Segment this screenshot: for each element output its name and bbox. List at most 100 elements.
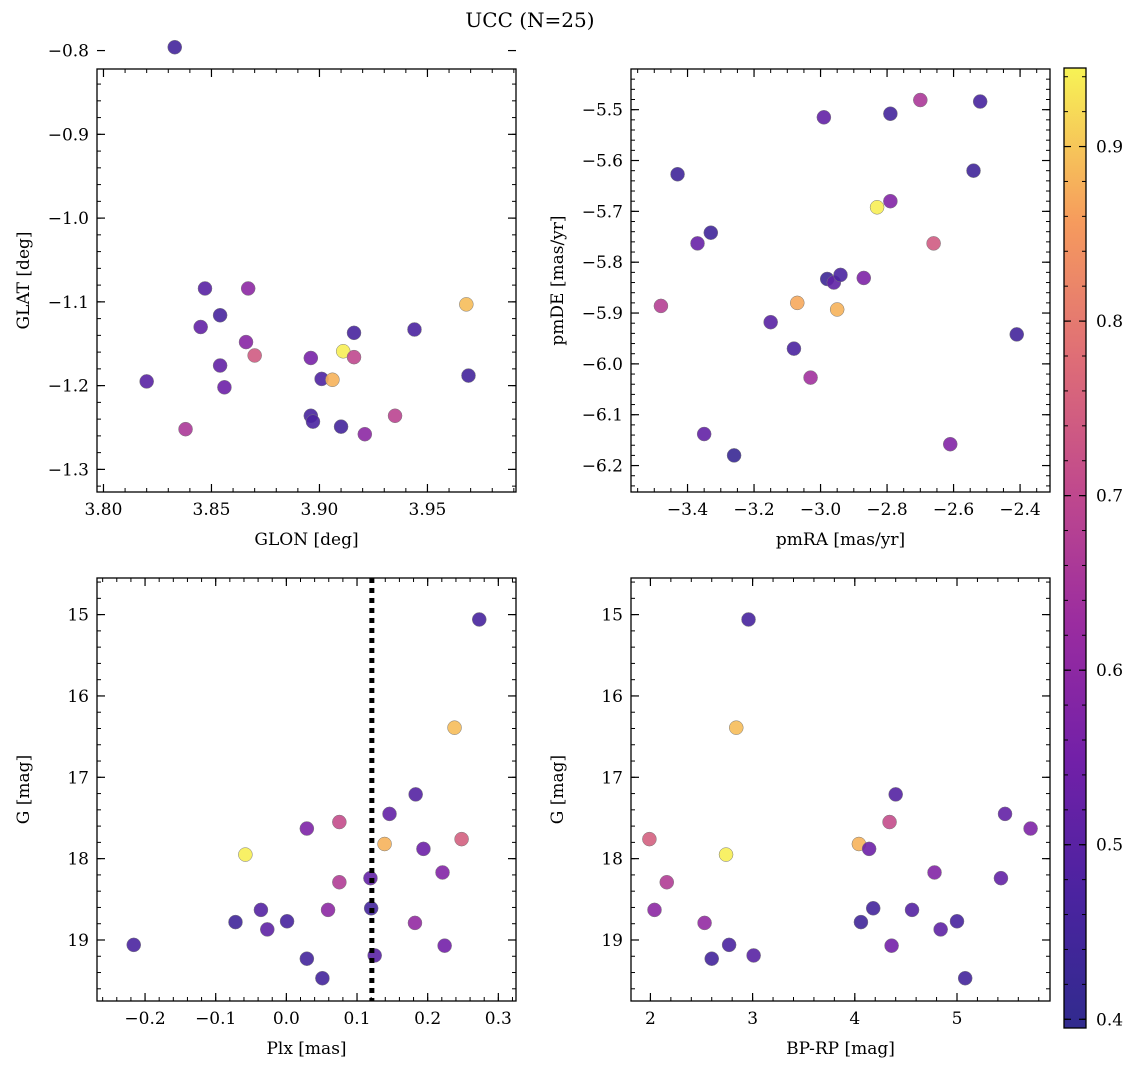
- data-point: [703, 225, 719, 240]
- y-axis-label: GLAT [deg]: [14, 231, 34, 329]
- data-point: [407, 915, 423, 931]
- data-point: [913, 92, 928, 108]
- x-tick-label: −2.6: [933, 500, 974, 520]
- colorbar: 0.4 0.5 0.6 0.7 0.8 0.9: [1063, 67, 1123, 1030]
- data-point: [833, 267, 848, 283]
- y-tick-label: 19: [601, 931, 623, 951]
- y-tick-label: −1.2: [48, 377, 89, 397]
- data-point: [869, 200, 885, 215]
- y-tick-label: 17: [601, 768, 623, 788]
- data-point: [139, 374, 154, 389]
- data-point: [228, 914, 243, 930]
- data-point: [320, 902, 336, 918]
- data-point: [884, 938, 899, 953]
- data-point: [408, 787, 423, 802]
- data-point: [949, 914, 965, 929]
- x-tick-label: −2.8: [866, 500, 907, 520]
- colorbar-tick-label: 0.7: [1096, 487, 1123, 507]
- data-point: [217, 380, 232, 395]
- data-point: [904, 902, 920, 918]
- data-point: [437, 938, 452, 953]
- data-point: [816, 110, 832, 125]
- data-point: [333, 419, 349, 434]
- y-tick-label: 15: [601, 606, 623, 626]
- y-tick-label: −1.0: [48, 209, 89, 229]
- data-point: [1009, 327, 1024, 342]
- data-point: [238, 334, 254, 350]
- data-point: [238, 847, 253, 862]
- data-point: [260, 922, 275, 937]
- data-point: [387, 408, 403, 424]
- data-point: [993, 870, 1009, 886]
- data-point: [972, 94, 988, 109]
- x-tick-label: 3.85: [193, 500, 231, 520]
- axes-frame: [96, 577, 517, 1002]
- data-point: [1023, 821, 1038, 836]
- x-tick-label: −3.0: [800, 500, 841, 520]
- y-tick-label: 17: [67, 768, 89, 788]
- x-axis-label: BP-RP [mag]: [786, 1039, 895, 1059]
- data-point: [942, 436, 958, 452]
- x-axis-label: pmRA [mas/yr]: [776, 530, 905, 550]
- x-tick-label: 3.95: [409, 500, 447, 520]
- data-point: [642, 831, 657, 847]
- data-point: [647, 902, 662, 918]
- data-point: [741, 612, 756, 627]
- data-point: [888, 787, 903, 802]
- figure-title: UCC (N=25): [465, 8, 594, 32]
- data-point: [670, 166, 685, 182]
- axes-frame: [96, 68, 517, 493]
- panel-pmra-pmde: −3.4 −3.2 −3.0 −2.8 −2.6 −2.4 −6.2 −6.1 −6.0 −5.9…: [548, 68, 1051, 550]
- panel-plx-g: −0.2 −0.1 0.0 0.1 0.2 0.3 15 16 17 18 19 Plx [mas] G…: [14, 577, 517, 1059]
- y-tick-label: −5.8: [582, 253, 623, 273]
- y-tick-label: −0.9: [48, 125, 89, 145]
- data-point: [883, 106, 898, 121]
- data-point: [299, 821, 315, 836]
- x-tick-label: 3.80: [85, 500, 123, 520]
- x-axis-label: GLON [deg]: [254, 530, 358, 550]
- data-point: [315, 970, 330, 986]
- data-point: [786, 341, 802, 356]
- colorbar-tick-label: 0.8: [1096, 312, 1123, 332]
- x-tick-label: 3.90: [301, 500, 339, 520]
- data-point: [346, 325, 362, 341]
- data-point: [346, 349, 362, 365]
- data-point: [790, 295, 805, 311]
- data-point: [746, 948, 761, 963]
- data-point: [279, 914, 295, 929]
- data-point: [957, 970, 973, 986]
- data-point: [377, 836, 392, 852]
- x-tick-label: 0.2: [414, 1009, 441, 1029]
- x-tick-label: 0.3: [485, 1009, 512, 1029]
- axes-frame: [630, 577, 1051, 1002]
- y-tick-label: −6.1: [582, 406, 623, 426]
- y-tick-label: −5.5: [582, 101, 623, 121]
- data-point: [167, 39, 183, 55]
- data-point: [966, 163, 981, 178]
- x-tick-label: 2: [645, 1009, 656, 1029]
- data-point: [454, 831, 469, 847]
- data-point: [933, 922, 948, 937]
- colorbar-tick-label: 0.6: [1096, 661, 1123, 681]
- x-tick-label: −0.2: [124, 1009, 165, 1029]
- data-point: [690, 236, 705, 251]
- colorbar-tick-label: 0.4: [1096, 1010, 1123, 1030]
- y-tick-label: −6.2: [582, 457, 623, 477]
- y-tick-label: −1.3: [48, 460, 89, 480]
- colorbar-tick-label: 0.5: [1096, 836, 1123, 856]
- y-tick-label: 18: [601, 850, 623, 870]
- data-point: [697, 915, 712, 931]
- data-point: [459, 297, 474, 312]
- data-point: [853, 914, 869, 930]
- y-tick-label: −0.8: [48, 42, 89, 62]
- data-point: [303, 350, 319, 366]
- x-tick-label: 3: [747, 1009, 758, 1029]
- x-tick-label: 0.1: [343, 1009, 370, 1029]
- y-tick-label: −5.6: [582, 152, 623, 172]
- x-tick-label: −2.4: [999, 500, 1040, 520]
- data-point: [763, 314, 778, 330]
- y-tick-label: −5.7: [582, 202, 623, 222]
- data-point: [997, 806, 1013, 822]
- data-point: [726, 448, 742, 463]
